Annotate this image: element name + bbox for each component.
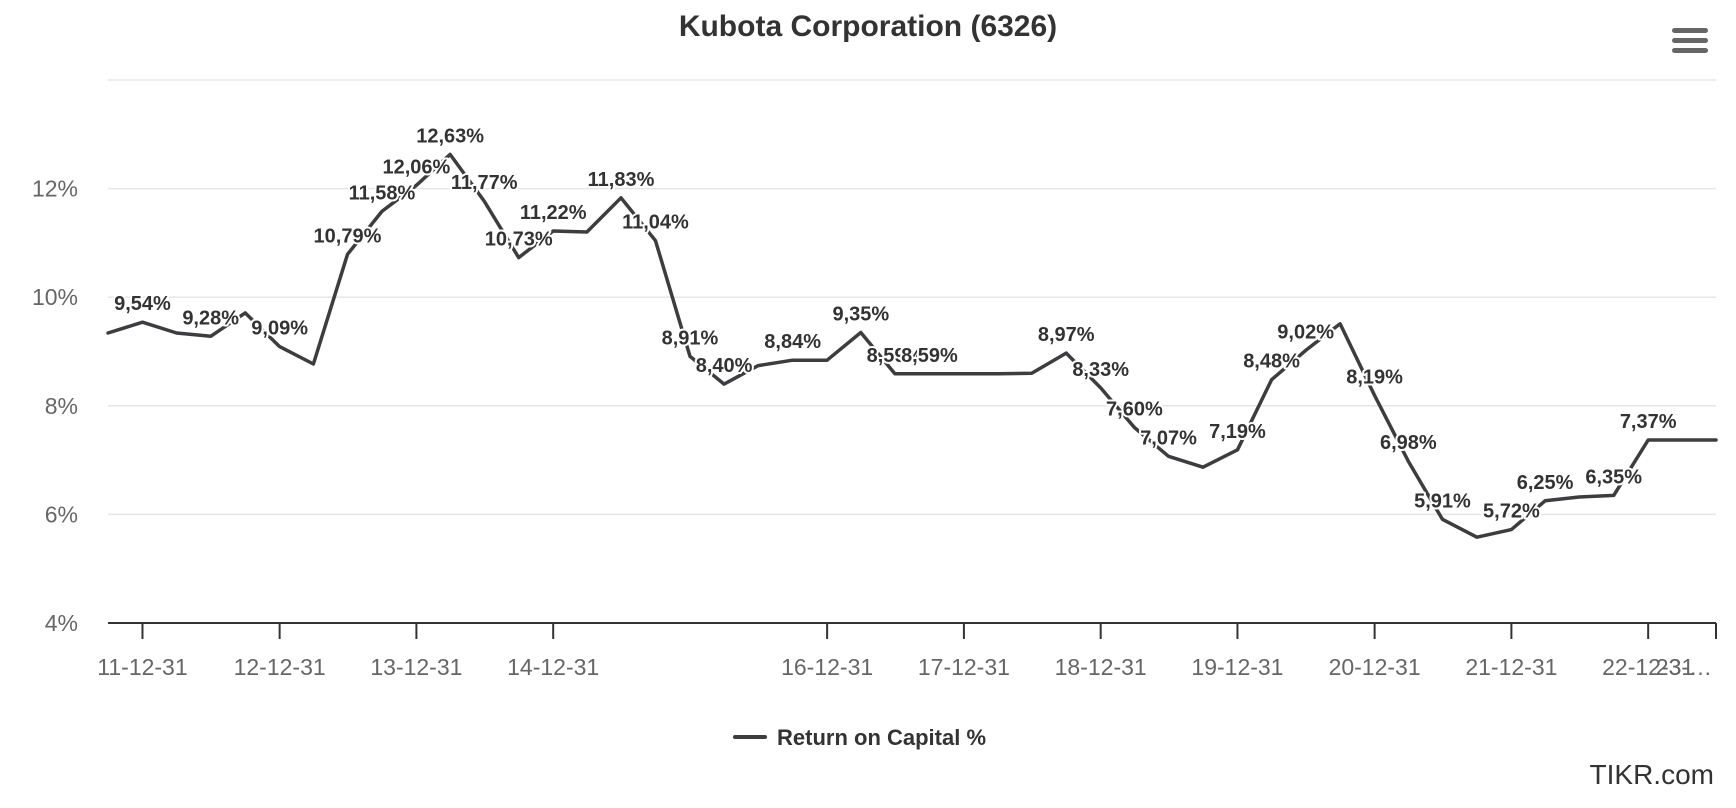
data-label: 8,33% xyxy=(1072,359,1129,381)
data-label: 9,09% xyxy=(251,318,308,340)
data-label: 6,35% xyxy=(1585,466,1642,488)
x-tick-label: 14-12-31 xyxy=(507,654,599,680)
data-label: 11,77% xyxy=(451,172,518,194)
data-label: 8,84% xyxy=(764,331,821,353)
y-tick-label: 10% xyxy=(32,284,78,310)
y-tick-label: 4% xyxy=(45,610,78,636)
x-tick-label: 21-12-31 xyxy=(1465,654,1557,680)
data-label: 11,83% xyxy=(588,169,655,191)
data-label: 7,37% xyxy=(1620,411,1677,433)
data-label: 8,97% xyxy=(1038,324,1095,346)
data-label: 9,02% xyxy=(1277,321,1334,343)
data-label: 6,98% xyxy=(1380,432,1437,454)
data-label: 9,54% xyxy=(114,293,171,315)
data-label: 5,72% xyxy=(1483,501,1540,523)
data-label: 6,25% xyxy=(1517,472,1574,494)
x-tick-label: 11-12-31 xyxy=(97,654,187,680)
y-tick-label: 12% xyxy=(32,176,78,202)
data-label: 12,06% xyxy=(382,156,450,178)
data-label: 8,59% xyxy=(901,345,958,367)
credit-link[interactable]: TIKR.com xyxy=(1590,759,1714,790)
data-label: 11,58% xyxy=(349,182,416,204)
series-line-return-on-capital xyxy=(106,152,1718,539)
x-tick-label: 22-12-31 xyxy=(1602,654,1694,680)
data-label: 7,07% xyxy=(1140,427,1197,449)
data-label: 11,22% xyxy=(520,202,587,224)
data-label: 9,35% xyxy=(832,303,889,325)
chart-title: Kubota Corporation (6326) xyxy=(679,10,1057,43)
y-tick-label: 8% xyxy=(45,393,78,419)
data-labels: 9,54% 9,28% 9,09% 10,79% 11,58% 12,06% 12,63% 1… xyxy=(112,123,1679,524)
legend-label: Return on Capital % xyxy=(777,725,986,750)
data-label: 8,19% xyxy=(1346,366,1403,388)
data-label: 11,04% xyxy=(622,212,689,234)
x-axis-ticks: 11-12-31 12-12-31 13-12-31 14-12-31 16-12-31… xyxy=(97,623,1717,680)
hamburger-menu-icon xyxy=(1672,28,1708,53)
data-label: 8,40% xyxy=(696,355,753,377)
x-tick-label: 20-12-31 xyxy=(1329,654,1421,680)
y-tick-label: 6% xyxy=(45,501,78,527)
x-tick-label: 18-12-31 xyxy=(1055,654,1147,680)
data-label: 8,59% xyxy=(867,345,924,367)
data-label: 8,91% xyxy=(662,327,719,349)
x-tick-label: 13-12-31 xyxy=(370,654,462,680)
data-label: 8,48% xyxy=(1243,351,1300,373)
series-layer xyxy=(106,152,1718,539)
data-label: 5,91% xyxy=(1414,490,1471,512)
data-label: 7,19% xyxy=(1209,421,1266,443)
data-label: 9,28% xyxy=(182,307,239,329)
x-tick-label: 23-… xyxy=(1656,654,1712,680)
data-label: 12,63% xyxy=(416,125,484,147)
legend-item[interactable]: Return on Capital % xyxy=(733,725,986,750)
y-axis-labels: 4% 6% 8% 10% 12% xyxy=(32,176,78,636)
x-tick-label: 12-12-31 xyxy=(234,654,326,680)
x-tick-label: 19-12-31 xyxy=(1191,654,1283,680)
x-tick-label: 16-12-31 xyxy=(781,654,873,680)
data-label: 10,79% xyxy=(314,225,382,247)
menu-button[interactable] xyxy=(1668,24,1712,62)
x-tick-label: 17-12-31 xyxy=(918,654,1010,680)
gridlines xyxy=(108,79,1716,516)
data-label: 10,73% xyxy=(485,229,553,251)
data-label: 7,60% xyxy=(1106,399,1163,421)
